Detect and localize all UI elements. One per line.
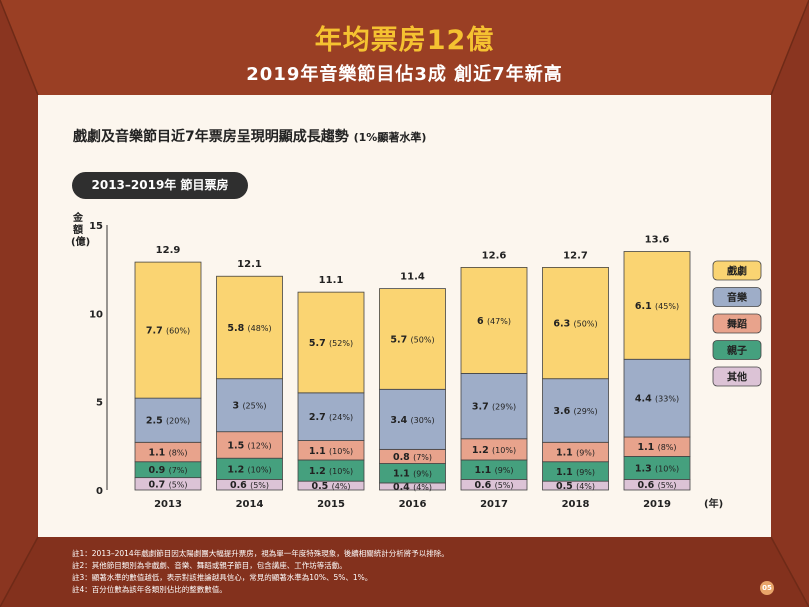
data-label: 3.4 (30%) bbox=[390, 415, 434, 426]
bar-segment-戲劇 bbox=[623, 251, 691, 360]
data-label: 1.2 (10%) bbox=[227, 464, 271, 475]
bar-total-label: 13.6 bbox=[645, 235, 670, 246]
legend-swatch-音樂 bbox=[712, 287, 762, 307]
page-subtitle: 2019年音樂節目佔3成 創近7年新高 bbox=[246, 64, 563, 85]
data-label: 6.1 (45%) bbox=[635, 301, 679, 312]
data-label: 0.9 (7%) bbox=[148, 465, 187, 476]
y-tick-label: 10 bbox=[89, 309, 103, 320]
bar-segment-音樂 bbox=[297, 392, 365, 441]
data-label: 5.7 (52%) bbox=[309, 338, 353, 349]
data-label: 4.4 (33%) bbox=[635, 394, 679, 405]
footnote-2: 註2：其他節目類別為非戲劇、音樂、舞蹈或親子節目，包含講座、工作坊等活動。 bbox=[72, 561, 347, 570]
page-title: 年均票房12億 bbox=[314, 25, 495, 56]
data-label: 0.4 (4%) bbox=[393, 482, 432, 493]
data-label: 0.6 (5%) bbox=[230, 480, 269, 491]
footnote-3: 註3：顯著水準的數值越低，表示對該推論越具信心，常見的顯著水準為10%、5%、1… bbox=[72, 573, 373, 582]
chart-heading-main: 戲劇及音樂節目近7年票房呈現明顯成長趨勢 bbox=[73, 129, 349, 145]
y-tick-label: 5 bbox=[96, 398, 103, 409]
data-label: 1.2 (10%) bbox=[472, 445, 516, 456]
x-tick-label: 2013 bbox=[154, 499, 182, 510]
page-number-badge: 05 bbox=[760, 581, 774, 595]
legend-label: 其他 bbox=[727, 371, 747, 384]
legend-label: 戲劇 bbox=[727, 265, 747, 278]
legend-label: 親子 bbox=[727, 344, 747, 357]
bar-total-label: 12.7 bbox=[563, 250, 588, 261]
data-label: 5.7 (50%) bbox=[390, 334, 434, 345]
bar-segment-音樂 bbox=[134, 397, 202, 443]
legend-label: 舞蹈 bbox=[727, 318, 747, 331]
data-label: 5.8 (48%) bbox=[227, 323, 271, 334]
chart-heading-note: (1%顯著水準) bbox=[353, 131, 427, 144]
y-tick-label: 15 bbox=[89, 221, 103, 232]
data-label: 1.2 (10%) bbox=[309, 466, 353, 477]
y-axis-label: 金額(億) bbox=[71, 213, 91, 248]
bar-segment-舞蹈 bbox=[216, 431, 283, 459]
data-label: 6.3 (50%) bbox=[553, 319, 597, 330]
data-label: 1.1 (10%) bbox=[309, 446, 353, 457]
chart-heading: 戲劇及音樂節目近7年票房呈現明顯成長趨勢 (1%顯著水準) bbox=[73, 126, 426, 146]
bar-total-label: 12.6 bbox=[482, 250, 507, 261]
data-label: 6 (47%) bbox=[477, 316, 511, 327]
bar-total-label: 11.1 bbox=[319, 275, 344, 286]
data-label: 1.3 (10%) bbox=[635, 463, 679, 474]
data-label: 1.1 (9%) bbox=[474, 465, 513, 476]
x-tick-label: 2014 bbox=[236, 499, 264, 510]
data-label: 2.7 (24%) bbox=[309, 412, 353, 423]
data-label: 1.5 (12%) bbox=[227, 440, 271, 451]
legend-swatch-舞蹈 bbox=[712, 313, 762, 334]
legend-swatch-親子 bbox=[712, 340, 762, 360]
legend-swatch-戲劇 bbox=[712, 260, 762, 281]
data-label: 1.1 (9%) bbox=[556, 448, 595, 459]
bar-total-label: 12.1 bbox=[237, 259, 262, 270]
bar-segment-音樂 bbox=[460, 372, 528, 440]
footnote-1: 註1：2013–2014年戲劇節目因太陽劇團大幅提升票房，視為單一年度特殊現象，… bbox=[72, 549, 449, 558]
bar-segment-戲劇 bbox=[216, 275, 283, 380]
data-label: 0.7 (5%) bbox=[148, 479, 187, 490]
data-label: 0.6 (5%) bbox=[637, 480, 676, 491]
data-label: 0.6 (5%) bbox=[474, 480, 513, 491]
bar-segment-戲劇 bbox=[379, 288, 446, 390]
x-tick-label: 2017 bbox=[480, 499, 508, 510]
bar-total-label: 11.4 bbox=[400, 272, 425, 283]
y-tick-label: 0 bbox=[96, 486, 103, 497]
data-label: 1.1 (9%) bbox=[393, 469, 432, 480]
data-label: 3 (25%) bbox=[233, 401, 267, 412]
data-label: 1.1 (8%) bbox=[637, 442, 676, 453]
x-tick-label: 2018 bbox=[562, 499, 590, 510]
legend-swatch-其他 bbox=[712, 366, 762, 387]
x-tick-label: 2015 bbox=[317, 499, 345, 510]
x-axis-unit: (年) bbox=[704, 497, 723, 510]
data-label: 0.5 (4%) bbox=[556, 481, 595, 492]
data-label: 3.6 (29%) bbox=[553, 406, 597, 417]
bar-segment-音樂 bbox=[542, 378, 609, 443]
bar-segment-戲劇 bbox=[134, 261, 202, 399]
bar-segment-音樂 bbox=[379, 388, 446, 450]
data-label: 3.7 (29%) bbox=[472, 402, 516, 413]
chart-period-pill: 2013–2019年 節目票房 bbox=[72, 172, 248, 199]
data-label: 0.8 (7%) bbox=[393, 452, 432, 463]
data-label: 7.7 (60%) bbox=[146, 326, 190, 337]
data-label: 1.1 (8%) bbox=[148, 448, 187, 459]
footnote-4: 註4：百分位數為該年各類別佔比的整數數值。 bbox=[72, 585, 227, 594]
footnotes: 註1：2013–2014年戲劇節目因太陽劇團大幅提升票房，視為單一年度特殊現象，… bbox=[72, 548, 449, 596]
x-tick-label: 2019 bbox=[643, 499, 671, 510]
bar-segment-音樂 bbox=[623, 358, 691, 438]
bar-segment-戲劇 bbox=[542, 266, 609, 380]
data-label: 2.5 (20%) bbox=[146, 416, 190, 427]
legend-label: 音樂 bbox=[727, 291, 748, 304]
data-label: 0.5 (4%) bbox=[311, 481, 350, 492]
bar-total-label: 12.9 bbox=[156, 245, 181, 256]
bar-segment-戲劇 bbox=[460, 266, 528, 374]
data-label: 1.1 (9%) bbox=[556, 467, 595, 478]
bar-segment-戲劇 bbox=[297, 291, 365, 394]
x-tick-label: 2016 bbox=[399, 499, 427, 510]
